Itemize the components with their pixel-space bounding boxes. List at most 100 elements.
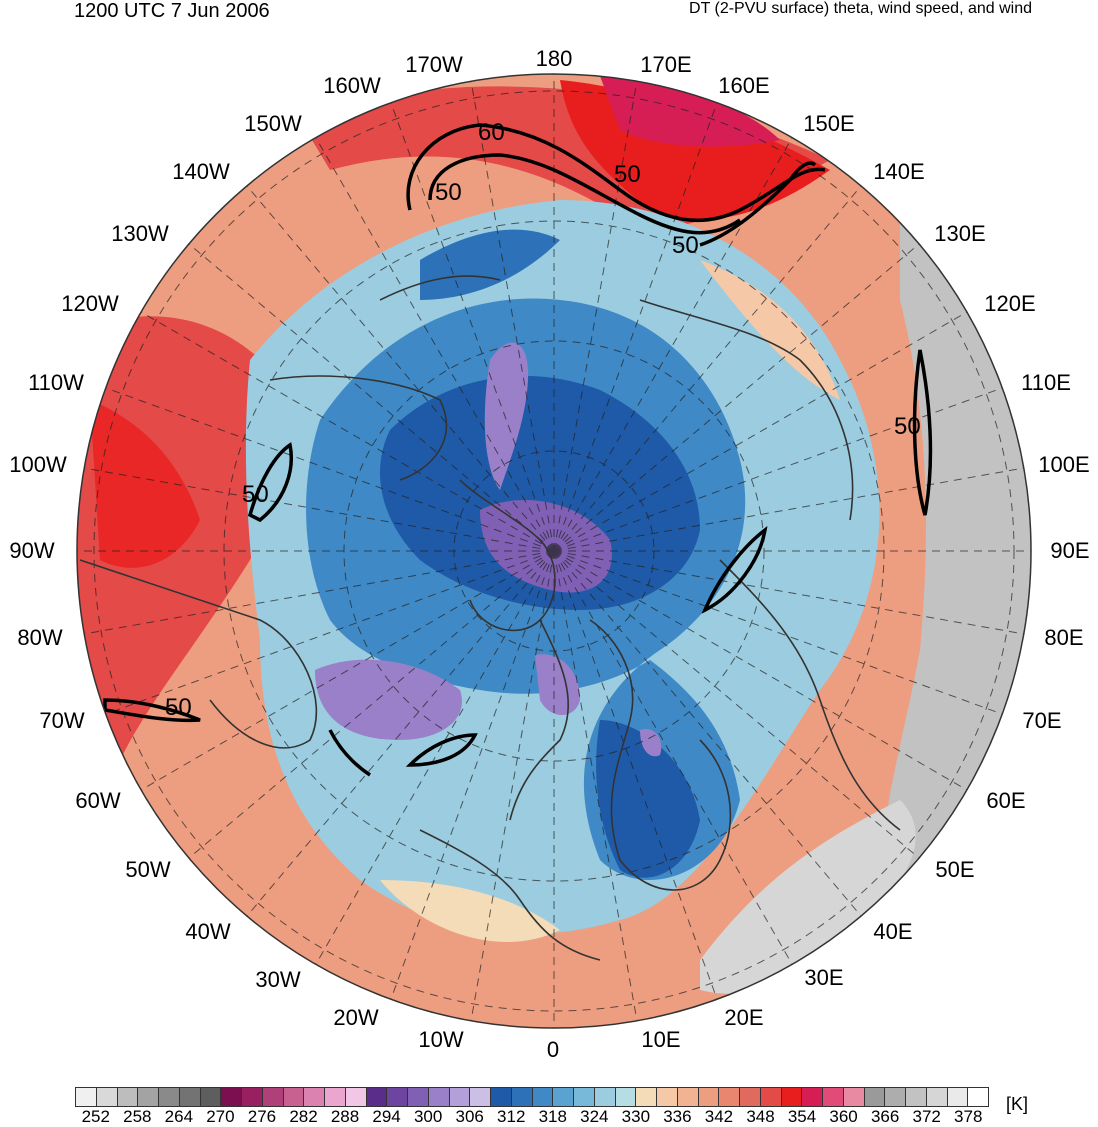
colorbar-swatch [76, 1088, 97, 1106]
colorbar-tick-label: 366 [870, 1107, 900, 1126]
colorbar-swatch [740, 1088, 761, 1106]
colorbar-swatch [345, 1088, 367, 1106]
theta-field [77, 74, 1031, 1028]
colorbar-tick-label: 294 [372, 1107, 401, 1126]
lon-label: 20W [333, 1005, 378, 1030]
colorbar-swatch [262, 1088, 284, 1106]
lon-label: 80W [17, 625, 62, 650]
colorbar-swatch [698, 1088, 720, 1106]
colorbar-swatch [926, 1088, 948, 1106]
lon-label: 150W [244, 111, 302, 136]
lon-label: 40E [873, 919, 912, 944]
colorbar-units: [K] [1006, 1094, 1029, 1114]
colorbar-tick-label: 336 [663, 1107, 692, 1126]
lon-label: 0 [547, 1037, 559, 1062]
colorbar-swatch [283, 1088, 305, 1106]
contour-label: 60 [478, 119, 505, 146]
colorbar-tick-label: 270 [206, 1107, 235, 1126]
contour-label: 50 [435, 179, 462, 206]
colorbar-swatch [615, 1088, 637, 1106]
colorbar-tick-label: 300 [413, 1107, 443, 1126]
colorbar-tick-label: 342 [704, 1107, 734, 1126]
lon-label: 10E [641, 1027, 680, 1052]
colorbar-swatch [864, 1088, 886, 1106]
colorbar-tick-label: 258 [123, 1107, 152, 1126]
colorbar-tick-labels: 252 258 264 270 276 282 288 294 300 306 312 318 324 3… [0, 1107, 1098, 1127]
colorbar-swatch [304, 1088, 325, 1106]
lon-label: 120E [984, 291, 1035, 316]
lon-label: 40W [185, 919, 230, 944]
lon-label: 100W [9, 452, 67, 477]
longitude-labels: 180 170E 160E 150E 140E 130E 120E 110E 1… [9, 46, 1089, 1062]
colorbar-swatch [491, 1088, 512, 1106]
colorbar-swatch [408, 1088, 429, 1106]
lon-label: 20E [724, 1005, 763, 1030]
colorbar-tick-label: 360 [829, 1107, 858, 1126]
valid-time-label: 1200 UTC 7 Jun 2006 [74, 0, 270, 22]
theta-colorbar [75, 1087, 989, 1107]
colorbar-swatch [449, 1088, 471, 1106]
lon-label: 30W [255, 967, 300, 992]
colorbar-swatch [242, 1088, 263, 1106]
colorbar-tick-label: 276 [247, 1107, 277, 1126]
colorbar-tick-label: 330 [621, 1107, 651, 1126]
lon-label: 100E [1038, 452, 1089, 477]
colorbar-swatch [325, 1088, 346, 1106]
lon-label: 90E [1050, 538, 1089, 563]
colorbar-swatch [117, 1088, 139, 1106]
colorbar-swatch [802, 1088, 823, 1106]
colorbar-swatch [179, 1088, 201, 1106]
lon-label: 50E [935, 857, 974, 882]
lon-label: 170E [640, 52, 691, 77]
lon-label: 120W [61, 291, 119, 316]
colorbar-swatch [428, 1088, 450, 1106]
colorbar-tick-label: 288 [330, 1107, 360, 1126]
contour-label: 50 [242, 481, 269, 508]
colorbar-swatch [760, 1088, 782, 1106]
lon-label: 180 [536, 46, 573, 71]
colorbar-tick-label: 354 [787, 1107, 817, 1126]
colorbar-swatch [781, 1088, 803, 1106]
colorbar-swatch [221, 1088, 242, 1106]
colorbar-swatch [387, 1088, 408, 1106]
colorbar-swatch [594, 1088, 616, 1106]
contour-label: 50 [614, 161, 641, 188]
colorbar-tick-label: 282 [289, 1107, 318, 1126]
lon-label: 140E [873, 159, 924, 184]
colorbar-swatch [366, 1088, 388, 1106]
colorbar-tick-label: 348 [746, 1107, 775, 1126]
lon-label: 130W [111, 221, 169, 246]
field-description: DT (2-PVU surface) theta, wind speed, an… [689, 0, 1032, 17]
colorbar-swatch [574, 1088, 595, 1106]
colorbar-swatch [657, 1088, 678, 1106]
lon-label: 160W [323, 73, 381, 98]
colorbar-tick-label: 378 [954, 1107, 983, 1126]
colorbar-swatch [470, 1088, 491, 1106]
colorbar-swatch [636, 1088, 657, 1106]
lon-label: 150E [803, 111, 854, 136]
lon-label: 90W [9, 538, 54, 563]
colorbar-swatch [823, 1088, 844, 1106]
map-boundary [76, 73, 1032, 1029]
colorbar-swatch [511, 1088, 533, 1106]
wind-speed-contours [103, 123, 933, 777]
lon-label: 70W [39, 708, 84, 733]
colorbar-tick-label: 264 [164, 1107, 194, 1126]
lon-label: 70E [1022, 708, 1061, 733]
lon-label: 140W [172, 159, 230, 184]
colorbar-tick-label: 372 [912, 1107, 941, 1126]
colorbar-swatch [947, 1088, 969, 1106]
lon-label: 60E [986, 788, 1025, 813]
colorbar-tick-label: 312 [497, 1107, 526, 1126]
lon-label: 10W [418, 1027, 463, 1052]
contour-label: 50 [165, 694, 192, 721]
contour-label: 50 [894, 413, 921, 440]
colorbar-tick-label: 252 [81, 1107, 110, 1126]
colorbar-swatch [968, 1088, 988, 1106]
colorbar-swatch [159, 1088, 180, 1106]
colorbar-swatch [553, 1088, 574, 1106]
colorbar-swatch [96, 1088, 118, 1106]
polar-map: 60 50 50 50 50 50 50 180 170E 160E 150E … [9, 46, 1089, 1062]
lon-label: 50W [125, 857, 170, 882]
colorbar-swatch [885, 1088, 906, 1106]
